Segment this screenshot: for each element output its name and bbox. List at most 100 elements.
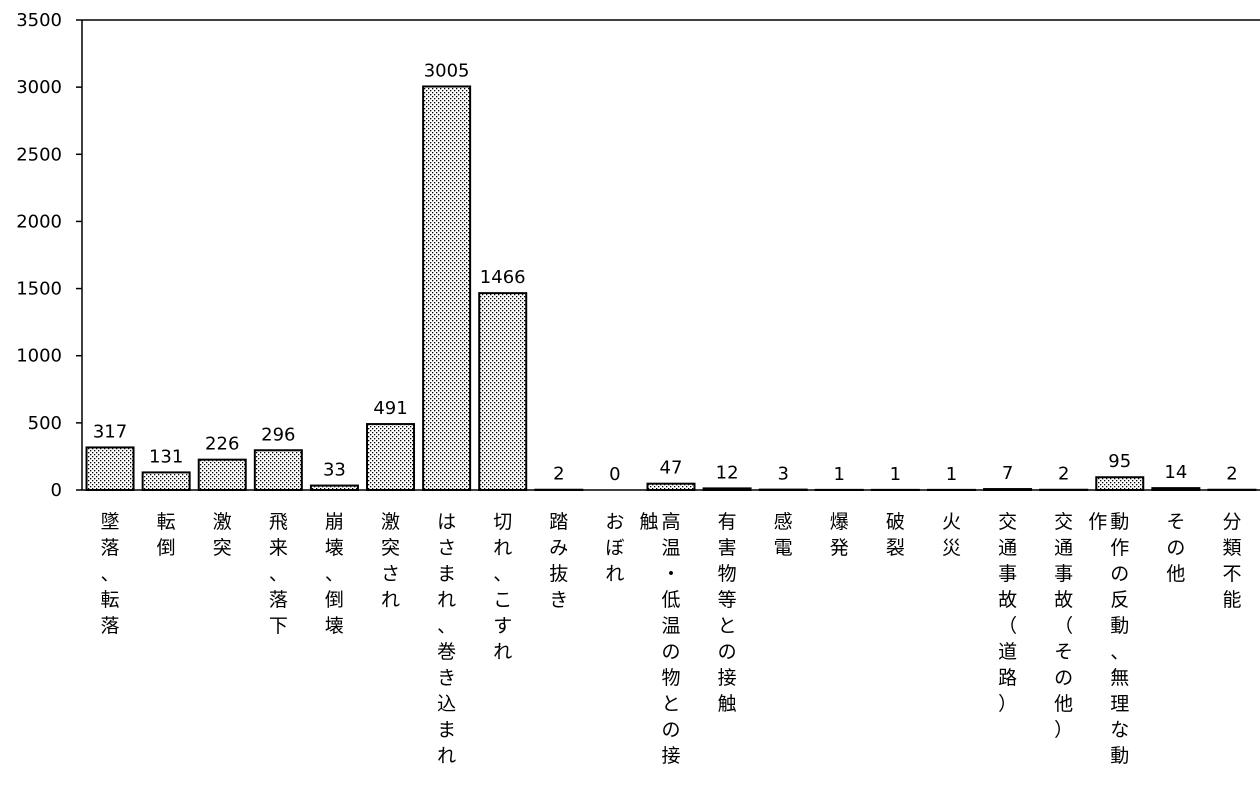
y-tick-label: 1000 bbox=[16, 346, 62, 367]
category-label-char: 爆 bbox=[830, 511, 849, 533]
category-label-char: 火 bbox=[942, 511, 961, 533]
category-label-char: 接 bbox=[718, 667, 737, 689]
bar bbox=[478, 292, 528, 491]
category-label-char: の bbox=[661, 719, 680, 741]
category-label-char: 高 bbox=[661, 511, 680, 533]
bar bbox=[1095, 476, 1145, 492]
category-label-char: ま bbox=[437, 563, 456, 585]
data-label: 317 bbox=[93, 421, 127, 442]
data-label: 491 bbox=[373, 398, 407, 419]
category-label-char: 、 bbox=[325, 563, 344, 585]
category-label-char: 害 bbox=[718, 537, 737, 559]
category-label-char: 倒 bbox=[157, 537, 176, 559]
category-label-char: 等 bbox=[718, 589, 737, 611]
category-label-char: な bbox=[1110, 719, 1129, 741]
data-label: 296 bbox=[261, 424, 295, 445]
category-label-char: そ bbox=[1054, 641, 1073, 663]
data-labels: 317 131 226 296 33 491 3005 1466 2 0 47 12 3 1 1 1 7 2 95 1… bbox=[93, 60, 1238, 485]
data-label: 1466 bbox=[480, 267, 526, 288]
category-label-char: 能 bbox=[1222, 589, 1241, 611]
y-tick-label: 500 bbox=[28, 413, 62, 434]
category-label-char: ま bbox=[437, 719, 456, 741]
category-label-char: 落 bbox=[269, 589, 288, 611]
category-label: 火災 bbox=[942, 511, 961, 559]
category-label-char: 巻 bbox=[437, 641, 456, 663]
category-label-char: 作 bbox=[1088, 511, 1107, 533]
category-label-char: 理 bbox=[1110, 693, 1129, 715]
bar bbox=[85, 446, 135, 491]
category-label-char: 温 bbox=[661, 537, 680, 559]
category-label-char: 他 bbox=[1054, 693, 1073, 715]
category-label-char: 動 bbox=[1110, 511, 1129, 533]
category-label-char: 温 bbox=[661, 615, 680, 637]
category-label-char: は bbox=[437, 511, 456, 533]
category-label-char: （ bbox=[998, 615, 1017, 637]
category-label-char: （ bbox=[1054, 615, 1073, 637]
category-label-char: ） bbox=[1054, 719, 1073, 741]
category-label-char: さ bbox=[437, 537, 456, 559]
category-label-char: と bbox=[718, 615, 737, 637]
category-label-char: 事 bbox=[1054, 563, 1073, 585]
data-label: 1 bbox=[946, 464, 957, 485]
category-label-char: 物 bbox=[661, 667, 680, 689]
bar bbox=[141, 471, 191, 491]
category-label-char: 災 bbox=[942, 537, 961, 559]
category-label-char: こ bbox=[493, 589, 512, 611]
category-label-char: 突 bbox=[213, 537, 232, 559]
category-label-char: れ bbox=[381, 589, 400, 611]
category-label-char: 激 bbox=[213, 511, 232, 533]
bar bbox=[422, 85, 472, 491]
category-label-char: 破 bbox=[886, 511, 905, 533]
category-label-char: の bbox=[1054, 667, 1073, 689]
category-label-char: 感 bbox=[774, 511, 793, 533]
category-label: 破裂 bbox=[886, 511, 905, 559]
category-label-char: 激 bbox=[381, 511, 400, 533]
category-label-char: み bbox=[549, 537, 568, 559]
category-label: その他 bbox=[1166, 511, 1185, 585]
y-tick-label: 0 bbox=[51, 480, 62, 501]
category-label-char: 飛 bbox=[269, 511, 288, 533]
category-label-char: れ bbox=[605, 563, 624, 585]
category-label: 転倒 bbox=[157, 511, 176, 559]
data-label: 3 bbox=[777, 464, 788, 485]
category-label-char: き bbox=[549, 589, 568, 611]
category-label-char: ・ bbox=[661, 563, 680, 585]
category-label-char: さ bbox=[381, 563, 400, 585]
category-label-char: 下 bbox=[269, 615, 288, 637]
category-label-char: 抜 bbox=[549, 563, 568, 585]
data-label: 2 bbox=[1226, 464, 1237, 485]
data-label: 95 bbox=[1108, 451, 1131, 472]
category-label-char: 通 bbox=[998, 537, 1017, 559]
category-label-char: 踏 bbox=[549, 511, 568, 533]
category-label-char: 裂 bbox=[886, 537, 905, 559]
category-label-char: の bbox=[1110, 563, 1129, 585]
category-label-char: 壊 bbox=[325, 615, 344, 637]
category-label-char: 墜 bbox=[101, 511, 120, 533]
data-label: 47 bbox=[660, 458, 683, 479]
category-label-char: 交 bbox=[1054, 511, 1073, 533]
y-tick-label: 2500 bbox=[16, 144, 62, 165]
bar bbox=[366, 423, 416, 491]
y-axis: 0 500 1000 1500 2000 2500 3000 3500 bbox=[16, 10, 82, 501]
bar bbox=[197, 458, 247, 491]
category-label: 飛来、落下 bbox=[269, 511, 288, 637]
category-label-char: 動 bbox=[1110, 615, 1129, 637]
category-label-char: す bbox=[493, 615, 512, 637]
data-label: 14 bbox=[1164, 462, 1187, 483]
category-label: 切れ、こすれ bbox=[493, 511, 512, 663]
category-label-char: き bbox=[437, 667, 456, 689]
category-label-char: 低 bbox=[661, 589, 680, 611]
category-labels: 墜落、転落転倒激突飛来、落下崩壊、倒壊激突されはさまれ、巻き込まれ切れ、こすれ踏… bbox=[101, 511, 1242, 767]
category-label-char: 転 bbox=[101, 589, 120, 611]
category-label-char: の bbox=[1166, 537, 1185, 559]
bar bbox=[253, 449, 303, 492]
data-label: 12 bbox=[716, 462, 739, 483]
category-label-char: れ bbox=[493, 641, 512, 663]
category-label: 墜落、転落 bbox=[101, 511, 120, 637]
category-label-char: そ bbox=[1166, 511, 1185, 533]
y-tick-label: 3500 bbox=[16, 10, 62, 31]
